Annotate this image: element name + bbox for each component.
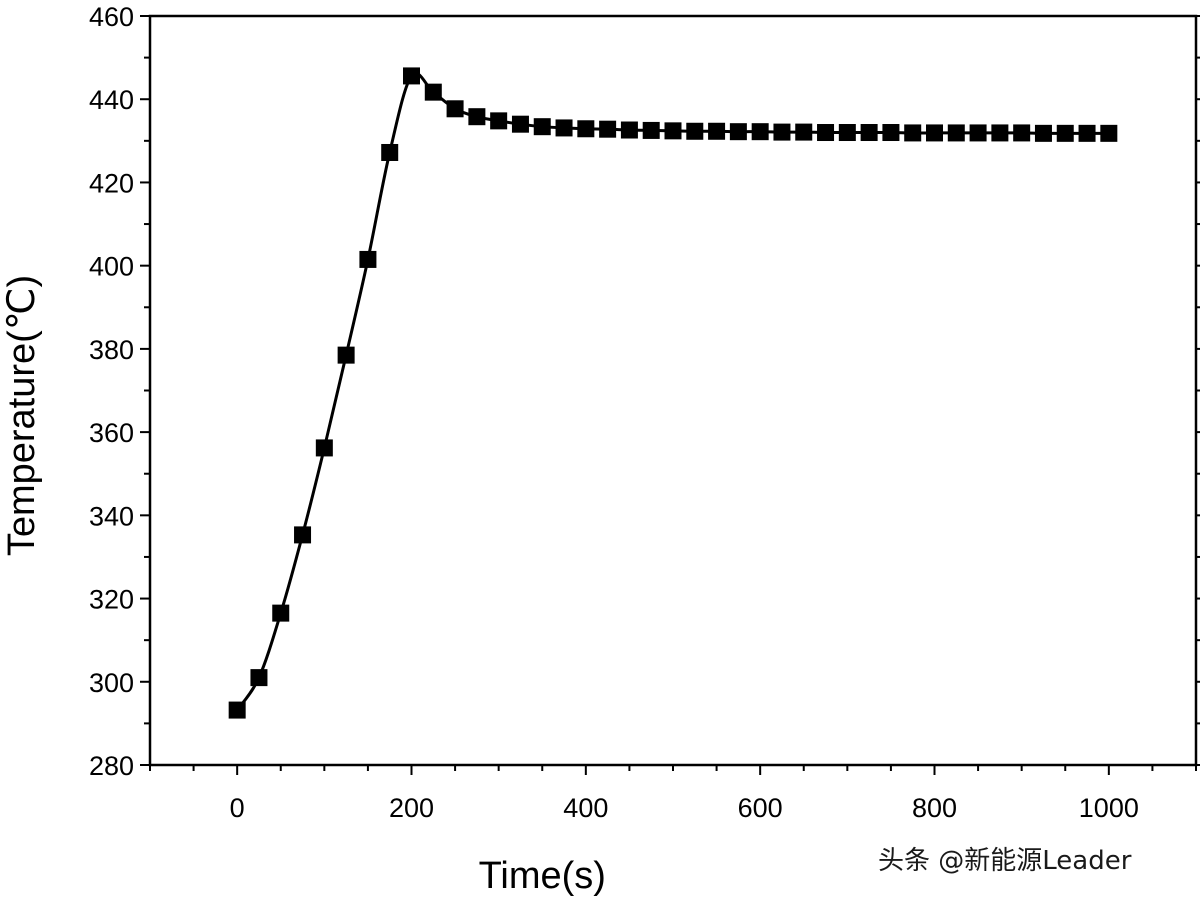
data-point-marker [555, 119, 573, 137]
x-tick-label: 1000 [1079, 793, 1139, 823]
data-point-marker [773, 123, 791, 141]
watermark-text: 头条 @新能源Leader [878, 846, 1132, 876]
y-tick-label: 440 [89, 85, 134, 115]
data-point-marker [599, 120, 617, 138]
data-point-marker [1056, 124, 1074, 142]
data-point-marker [664, 122, 682, 140]
data-point-marker [533, 118, 551, 136]
data-point-marker [1078, 124, 1096, 142]
y-tick-label: 280 [89, 751, 134, 781]
x-tick-label: 600 [738, 793, 783, 823]
x-axis-ticks: 0 200 400 600 800 1000 [149, 765, 1197, 823]
y-tick-label: 400 [89, 252, 134, 282]
data-point-marker [1100, 124, 1118, 142]
data-point-marker [860, 124, 878, 142]
data-point-marker [729, 123, 747, 141]
data-point-marker [642, 121, 660, 139]
data-point-marker [1034, 124, 1052, 142]
y-tick-label: 460 [89, 2, 134, 32]
y-axis-ticks: 280 300 320 340 360 380 400 420 440 460 [89, 2, 1200, 781]
data-point-marker [424, 83, 442, 101]
data-point-marker [337, 346, 355, 364]
data-point-marker [272, 604, 290, 622]
data-point-marker [228, 701, 246, 719]
y-tick-label: 320 [89, 585, 134, 615]
data-point-marker [991, 124, 1009, 142]
data-point-marker [403, 67, 420, 85]
data-point-marker [468, 108, 486, 126]
data-point-marker [1013, 124, 1031, 142]
y-tick-label: 340 [89, 501, 134, 531]
data-point-marker [577, 120, 595, 138]
x-tick-label: 200 [389, 793, 434, 823]
data-point-marker [751, 123, 769, 141]
data-point-marker [294, 526, 312, 544]
data-point-marker [882, 124, 900, 142]
y-tick-label: 420 [89, 168, 134, 198]
data-point-marker [315, 439, 333, 457]
data-point-marker [490, 112, 508, 130]
y-tick-label: 360 [89, 418, 134, 448]
x-tick-label: 400 [563, 793, 608, 823]
y-axis-title: Temperature(℃) [1, 275, 43, 556]
data-point-marker [381, 143, 399, 161]
data-point-marker [359, 250, 377, 268]
data-point-marker [250, 669, 268, 687]
data-point-marker [947, 124, 965, 142]
data-point-marker [838, 124, 856, 142]
data-point-marker [511, 115, 529, 133]
data-point-marker [904, 124, 922, 142]
data-point-marker [969, 124, 987, 142]
data-point-marker [708, 122, 726, 140]
series-line [235, 71, 1109, 711]
plot-area [148, 14, 1198, 767]
series-markers [228, 67, 1118, 719]
data-point-marker [686, 122, 704, 140]
data-point-marker [795, 123, 813, 141]
x-tick-label: 0 [230, 793, 245, 823]
y-tick-label: 380 [89, 335, 134, 365]
data-point-marker [620, 121, 638, 139]
x-tick-label: 800 [912, 793, 957, 823]
data-point-marker [446, 100, 464, 118]
x-axis-title: Time(s) [479, 855, 606, 897]
data-point-marker [926, 124, 943, 142]
y-tick-label: 300 [89, 668, 134, 698]
data-point-marker [817, 124, 835, 142]
